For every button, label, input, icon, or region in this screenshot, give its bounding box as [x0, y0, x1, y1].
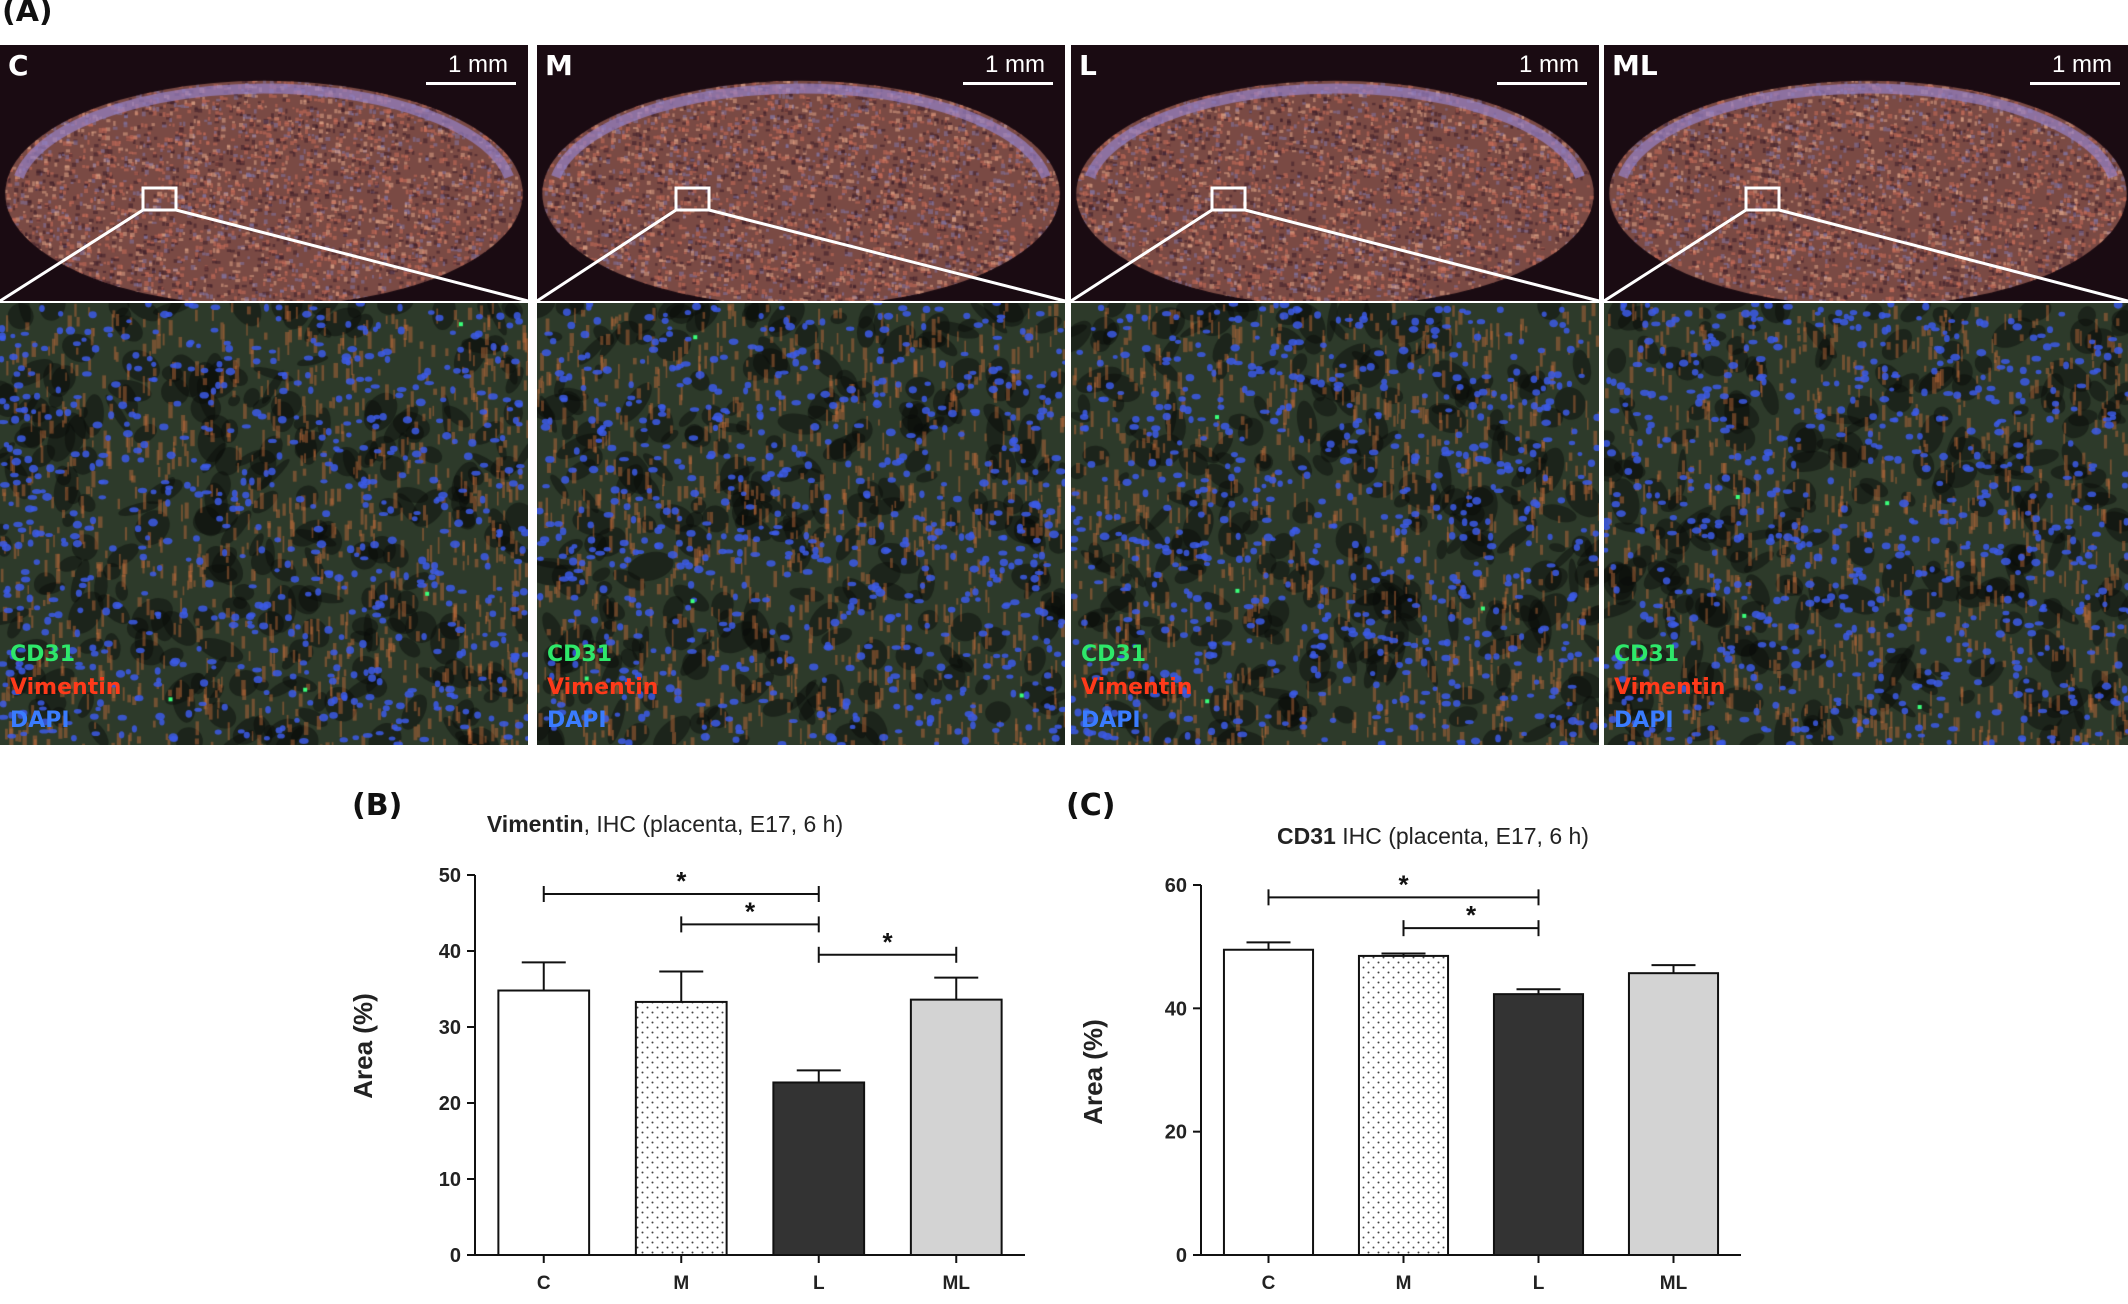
chart-title: CD31 IHC (placenta, E17, 6 h) [1277, 823, 1589, 849]
y-tick-label: 30 [439, 1017, 461, 1039]
y-tick-label: 20 [439, 1093, 461, 1115]
bar-l [1492, 993, 1585, 1256]
micrograph-column-m: M 1 mm CD31 Vimentin DAPI [537, 45, 1065, 745]
scale-bar [426, 82, 516, 85]
panel-label-b: (B) [352, 788, 403, 823]
scale-bar-label: 1 mm [985, 51, 1045, 78]
legend-cd31: CD31 [1614, 642, 1680, 667]
stain-legend: CD31 Vimentin DAPI [10, 638, 121, 737]
significance-star: * [1466, 900, 1477, 930]
placenta-zoom-image [0, 303, 528, 745]
scale-bar-label: 1 mm [448, 51, 508, 78]
y-tick-label: 50 [439, 865, 461, 887]
x-tick-label: M [673, 1273, 689, 1294]
legend-dapi: DAPI [547, 708, 607, 733]
placenta-zoom-image [1604, 303, 2128, 745]
y-tick-label: 10 [439, 1169, 461, 1191]
y-tick-label: 0 [1176, 1245, 1187, 1267]
condition-label: C [8, 49, 29, 82]
cd31-bar-chart: CD31 IHC (placenta, E17, 6 h) Area (%) 0… [1078, 823, 1741, 1294]
legend-dapi: DAPI [1081, 708, 1141, 733]
condition-label: M [545, 49, 573, 82]
stain-legend: CD31 Vimentin DAPI [547, 638, 658, 737]
scale-bar-label: 1 mm [2052, 51, 2112, 78]
significance-star: * [676, 866, 687, 896]
stain-legend: CD31 Vimentin DAPI [1614, 638, 1725, 737]
scale-bar-label: 1 mm [1519, 51, 1579, 78]
y-axis-label: Area (%) [348, 993, 378, 1098]
y-tick-label: 0 [450, 1245, 461, 1267]
legend-vimentin: Vimentin [1614, 675, 1726, 700]
legend-vimentin: Vimentin [10, 675, 122, 700]
panel-label-c: (C) [1066, 788, 1116, 823]
x-tick-label: C [537, 1273, 551, 1294]
y-tick-label: 60 [1165, 875, 1187, 897]
panel-label-a: (A) [2, 0, 53, 29]
legend-cd31: CD31 [1081, 642, 1147, 667]
significance-star: * [882, 927, 893, 957]
legend-vimentin: Vimentin [547, 675, 659, 700]
legend-vimentin: Vimentin [1081, 675, 1193, 700]
significance-star: * [1398, 869, 1409, 899]
x-tick-label: M [1396, 1273, 1412, 1294]
legend-dapi: DAPI [1614, 708, 1674, 733]
x-tick-label: C [1262, 1273, 1276, 1294]
legend-dapi: DAPI [10, 708, 70, 733]
y-axis-label: Area (%) [1078, 1019, 1108, 1124]
bar-l [772, 1081, 866, 1257]
condition-label: L [1079, 49, 1097, 82]
micrograph-column-c: C 1 mm CD31 Vimentin DAPI [0, 45, 528, 745]
bar-c [497, 989, 591, 1257]
x-tick-label: ML [1660, 1273, 1688, 1294]
bar-c [1222, 948, 1315, 1256]
chart-title: Vimentin, IHC (placenta, E17, 6 h) [487, 811, 843, 837]
bar-ml [909, 998, 1003, 1256]
significance-star: * [745, 896, 756, 926]
legend-cd31: CD31 [547, 642, 613, 667]
scale-bar [1497, 82, 1587, 85]
y-tick-label: 20 [1165, 1122, 1187, 1144]
placenta-zoom-image [537, 303, 1065, 745]
scale-bar [963, 82, 1053, 85]
vimentin-bar-chart: Vimentin, IHC (placenta, E17, 6 h) Area … [348, 811, 1025, 1294]
legend-cd31: CD31 [10, 642, 76, 667]
micrograph-column-ml: ML 1 mm CD31 Vimentin DAPI [1604, 45, 2128, 745]
x-tick-label: L [813, 1273, 825, 1294]
bar-ml [1627, 972, 1720, 1257]
y-tick-label: 40 [439, 941, 461, 963]
stain-legend: CD31 Vimentin DAPI [1081, 638, 1192, 737]
condition-label: ML [1612, 49, 1658, 82]
scale-bar [2030, 82, 2120, 85]
bar-m [1357, 954, 1450, 1257]
x-tick-label: L [1533, 1273, 1545, 1294]
x-tick-label: ML [943, 1273, 971, 1294]
placenta-zoom-image [1071, 303, 1599, 745]
y-tick-label: 40 [1165, 998, 1187, 1020]
micrograph-column-l: L 1 mm CD31 Vimentin DAPI [1071, 45, 1599, 745]
bar-m [634, 1000, 728, 1256]
